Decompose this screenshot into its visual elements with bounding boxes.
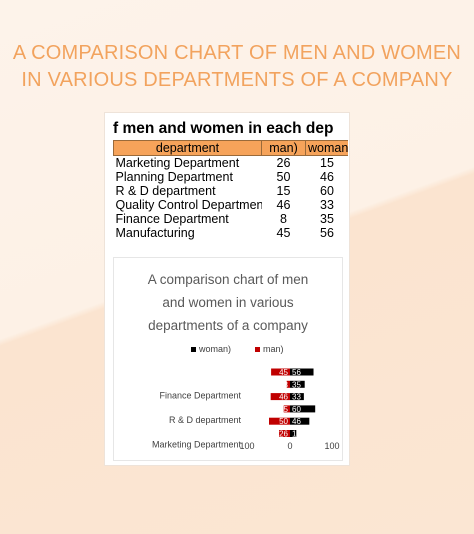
bar-man	[269, 417, 290, 425]
bar-man	[279, 430, 290, 437]
data-label-man: 50	[279, 417, 288, 426]
legend-label: man)	[263, 344, 284, 354]
bar-woman	[290, 417, 310, 425]
cell-department[interactable]: Finance Department	[115, 212, 229, 226]
cell-department[interactable]: Quality Control Departmen	[115, 198, 262, 212]
data-label-woman: 35	[292, 380, 301, 389]
legend-swatch	[191, 347, 196, 352]
bar-woman	[290, 380, 305, 388]
cell-man[interactable]: 45	[261, 226, 306, 240]
cell-department[interactable]: R & D department	[115, 184, 216, 198]
table-row: R & D department 15 60	[114, 184, 349, 198]
category-label: Marketing Department	[152, 440, 242, 450]
data-label-woman: 56	[292, 368, 301, 377]
sheet-title: f men and women in each dep	[113, 120, 334, 137]
table-row: Manufacturing 45 56	[113, 226, 348, 240]
cell-man[interactable]: 26	[276, 156, 291, 170]
cell-woman[interactable]: 56	[305, 226, 348, 240]
data-label-man: 8	[284, 380, 289, 389]
bar-woman	[290, 368, 314, 376]
data-label-woman: 46	[292, 417, 301, 426]
cell-department[interactable]: Manufacturing	[113, 226, 262, 240]
data-label-man: 46	[279, 393, 288, 402]
legend-label: woman)	[198, 344, 231, 354]
bar-man	[270, 393, 290, 401]
data-label-woman: 60	[292, 405, 301, 414]
data-label-woman: 33	[292, 393, 301, 402]
data-label-woman: 15	[292, 430, 301, 439]
legend-swatch	[255, 347, 260, 352]
page-title-line-2: IN VARIOUS DEPARTMENTS OF A COMPANY	[21, 69, 453, 91]
table-row: Marketing Department 26 15	[114, 156, 349, 171]
table-header-row: department man) woman)	[113, 140, 348, 156]
table-row: Finance Department 8 35	[114, 212, 349, 226]
cell-man[interactable]: 8	[280, 212, 287, 226]
cell-department[interactable]: Marketing Department	[115, 156, 240, 170]
x-tick-label: 0	[287, 441, 292, 451]
cell-man[interactable]: 50	[276, 170, 291, 184]
page-title-line-1: A COMPARISON CHART OF MEN AND WOMEN	[12, 42, 462, 64]
table-row: Planning Department 50 46	[114, 170, 349, 184]
chart-title-line-2: and women in various	[162, 295, 294, 310]
header-woman[interactable]: woman)	[305, 140, 348, 156]
bar-man	[271, 368, 290, 376]
chart-plot: woman) man) 26 15 50 46 15 60 46 338 35 45 56 Finance…	[152, 344, 340, 451]
cell-woman[interactable]: 33	[320, 198, 334, 212]
x-tick-label: 100	[324, 441, 339, 451]
chart-title-line-3: departments of a company	[148, 318, 308, 333]
x-tick-label: 100	[239, 441, 254, 451]
cell-department[interactable]: Planning Department	[115, 170, 233, 184]
cell-woman[interactable]: 60	[320, 184, 334, 198]
bar-man	[283, 405, 290, 413]
header-department[interactable]: department	[113, 140, 262, 156]
data-label-man: 26	[279, 430, 288, 439]
chart-title: A comparison chart of men and women in v…	[114, 268, 342, 337]
bar-woman	[290, 430, 297, 437]
category-label: Finance Department	[159, 390, 241, 400]
cell-woman[interactable]: 46	[320, 170, 334, 184]
chart-area[interactable]: A comparison chart of men and women in v…	[113, 257, 343, 461]
table-row: Quality Control Departmen 46 33	[114, 198, 349, 212]
data-label-man: 45	[279, 368, 288, 377]
cell-woman[interactable]: 35	[320, 212, 334, 226]
bar-woman	[290, 393, 304, 401]
category-label: R & D department	[169, 415, 242, 425]
header-man[interactable]: man)	[261, 140, 306, 156]
cell-man[interactable]: 15	[276, 184, 291, 198]
chart-title-line-1: A comparison chart of men	[147, 272, 309, 287]
data-table: department man) woman) Marketing Departm…	[113, 140, 348, 240]
bar-woman	[290, 405, 316, 413]
data-label-man: 15	[279, 405, 288, 414]
spreadsheet-card: f men and women in each dep department m…	[104, 112, 350, 466]
cell-man[interactable]: 46	[276, 198, 291, 212]
spreadsheet: f men and women in each dep department m…	[113, 118, 348, 240]
cell-woman[interactable]: 15	[320, 156, 334, 170]
bar-man	[286, 380, 290, 388]
page-title: A COMPARISON CHART OF MEN AND WOMEN IN V…	[0, 40, 474, 94]
